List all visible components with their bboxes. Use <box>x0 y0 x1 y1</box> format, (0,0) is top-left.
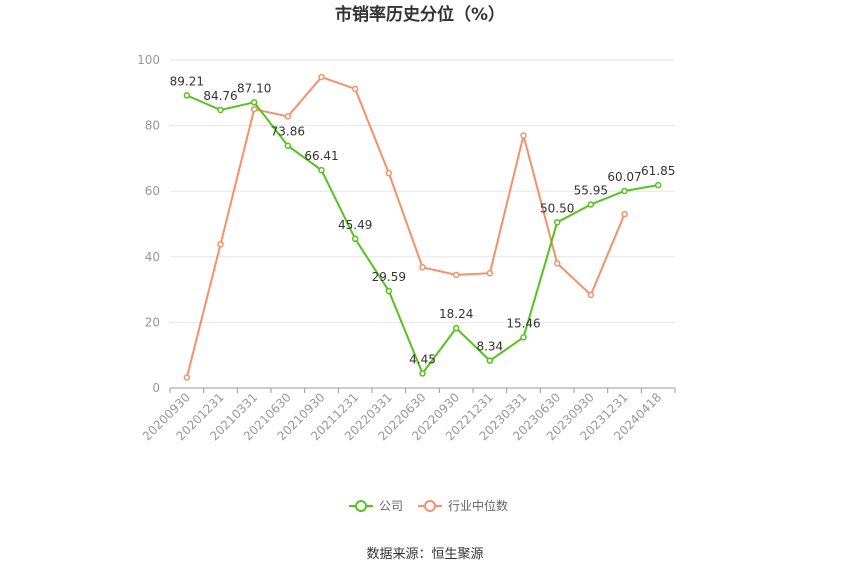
data-point <box>486 357 494 364</box>
data-label: 55.95 <box>574 183 608 197</box>
data-point <box>520 132 527 139</box>
data-point <box>486 269 494 277</box>
data-point <box>284 142 292 149</box>
y-tick-label: 60 <box>145 184 160 198</box>
y-tick-label: 100 <box>137 53 160 67</box>
data-point <box>452 271 460 279</box>
data-point <box>587 201 595 208</box>
data-point <box>351 235 359 243</box>
data-label: 50.50 <box>540 201 574 215</box>
data-label: 66.41 <box>304 149 338 163</box>
data-point <box>183 374 191 381</box>
grid-lines <box>170 59 675 323</box>
data-point <box>217 106 224 114</box>
y-axis-ticks: 0 20 40 60 80 100 <box>137 53 160 395</box>
data-label: 4.45 <box>409 352 436 366</box>
y-tick-label: 0 <box>152 381 160 395</box>
y-tick-label: 80 <box>145 119 160 133</box>
chart-title: 市销率历史分位（%） <box>335 4 505 25</box>
data-point <box>553 219 561 226</box>
data-point <box>318 73 325 81</box>
data-point <box>553 260 561 267</box>
data-label: 29.59 <box>372 270 406 284</box>
legend-label: 公司 <box>379 499 403 513</box>
data-label: 8.34 <box>476 340 503 354</box>
data-point <box>318 166 325 174</box>
x-axis-ticks: 2020093020201231202103312021063020210930… <box>140 388 676 443</box>
data-label: 84.76 <box>203 89 237 103</box>
data-point <box>385 169 393 177</box>
y-tick-label: 40 <box>145 250 160 264</box>
data-point <box>587 291 595 299</box>
legend[interactable]: 公司 行业中位数 <box>349 498 508 513</box>
data-point <box>621 187 628 195</box>
data-point <box>250 99 258 106</box>
data-label: 18.24 <box>439 307 473 321</box>
data-point <box>183 92 191 99</box>
data-label: 89.21 <box>170 74 204 88</box>
data-label: 87.10 <box>237 81 271 95</box>
data-point <box>385 287 393 295</box>
data-point <box>520 334 527 341</box>
data-point <box>452 324 460 332</box>
legend-item-0[interactable]: 公司 <box>349 499 403 513</box>
data-point <box>284 113 292 120</box>
data-point <box>250 105 258 113</box>
legend-marker <box>355 500 367 512</box>
y-tick-label: 20 <box>145 315 160 329</box>
series-line <box>186 94 659 376</box>
data-point <box>351 85 359 93</box>
data-label: 73.86 <box>271 125 305 139</box>
data-point <box>654 181 662 189</box>
data-label: 15.46 <box>506 316 540 330</box>
data-point <box>217 241 224 248</box>
legend-label: 行业中位数 <box>448 498 508 513</box>
data-point <box>419 264 426 271</box>
data-point <box>419 370 426 377</box>
data-point <box>621 210 628 218</box>
data-label: 45.49 <box>338 218 372 232</box>
data-label: 60.07 <box>607 170 641 184</box>
legend-marker <box>424 500 436 512</box>
legend-item-1[interactable]: 行业中位数 <box>418 498 508 513</box>
source-note: 数据来源：恒生聚源 <box>366 547 483 562</box>
data-label: 61.85 <box>641 164 675 178</box>
